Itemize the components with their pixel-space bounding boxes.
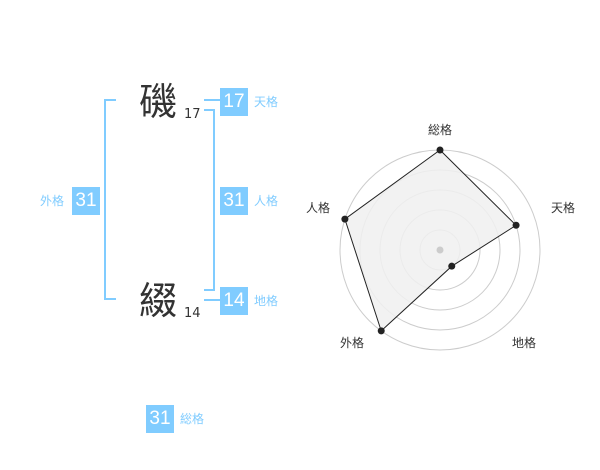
chikaku-value: 14 <box>220 287 248 315</box>
axis-label-gaikaku: 外格 <box>340 335 364 350</box>
name-char-1: 磯 <box>139 80 178 124</box>
name-char-2: 綴 <box>139 279 178 323</box>
jinkaku-bracket-top <box>204 109 215 111</box>
name-char-1-strokes: 17 <box>184 107 201 122</box>
gaikaku-bracket-top <box>104 99 116 101</box>
radar-point <box>448 262 456 270</box>
gaikaku-bracket-bottom <box>104 298 116 300</box>
axis-label-chikaku: 地格 <box>512 335 536 350</box>
radar-point <box>341 215 349 223</box>
jinkaku-label: 人格 <box>254 194 279 208</box>
name-char-2-strokes: 14 <box>184 306 201 321</box>
axis-label-tenkaku: 天格 <box>551 200 575 215</box>
axis-label-jinkaku: 人格 <box>306 200 330 215</box>
jinkaku-bracket <box>213 109 215 291</box>
tenkaku-connector <box>204 99 220 101</box>
radar-point <box>512 221 520 229</box>
axis-label-soukaku: 総格 <box>428 122 452 137</box>
radar-center <box>436 246 444 254</box>
chikaku-connector <box>204 299 220 301</box>
jinkaku-value: 31 <box>220 187 248 215</box>
tenkaku-label: 天格 <box>254 95 279 109</box>
soukaku-label: 総格 <box>180 412 205 426</box>
radar-point <box>436 146 444 154</box>
soukaku-value: 31 <box>146 405 174 433</box>
radar-area <box>344 149 517 332</box>
radar-point <box>377 327 385 335</box>
gaikaku-value: 31 <box>72 187 100 215</box>
gaikaku-bracket <box>104 99 106 300</box>
gaikaku-label: 外格 <box>40 194 65 208</box>
chikaku-label: 地格 <box>254 294 279 308</box>
tenkaku-value: 17 <box>220 88 248 116</box>
jinkaku-bracket-bottom <box>204 289 215 291</box>
